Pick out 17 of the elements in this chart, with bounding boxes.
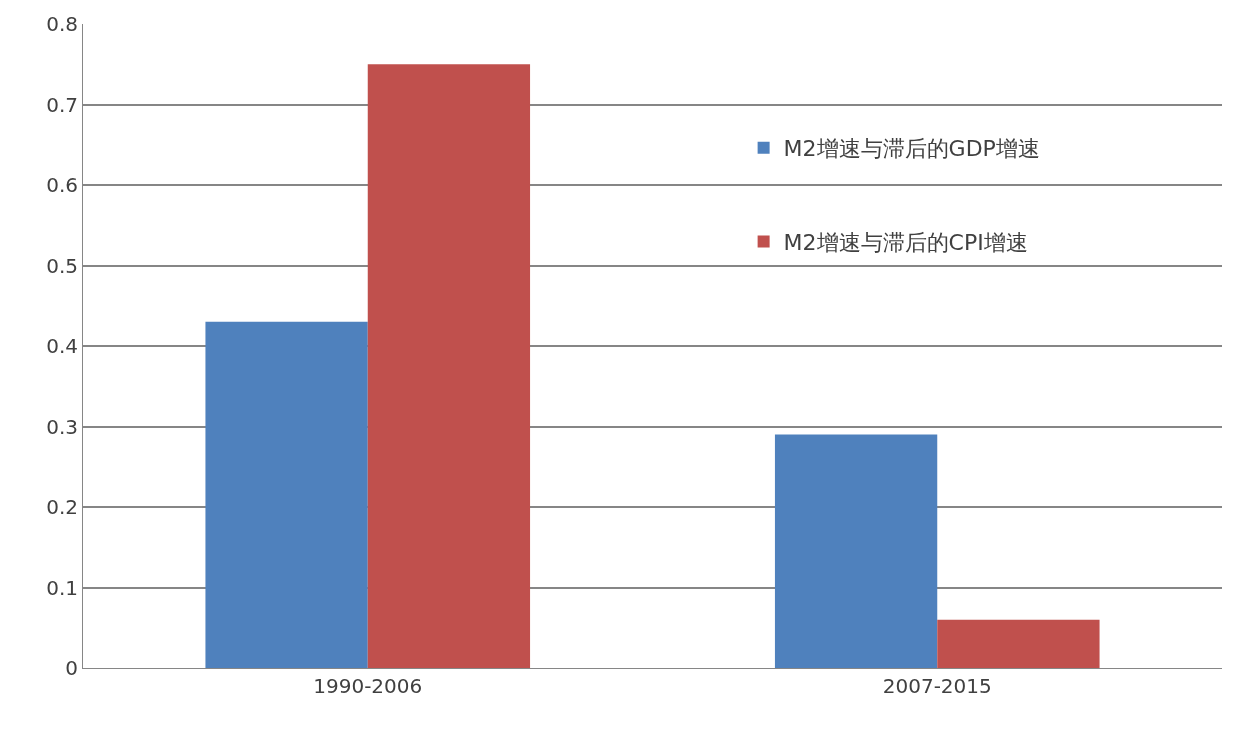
y-tick-label: 0.7 (46, 92, 78, 117)
y-tick-label: 0.3 (46, 414, 78, 439)
legend-label: M2增速与滞后的CPI增速 (783, 230, 1028, 256)
y-tick-label: 0.1 (46, 575, 78, 600)
y-tick-label: 0.2 (46, 495, 78, 519)
bar (367, 64, 531, 668)
bar (205, 321, 368, 668)
x-tick-label: 2007-2015 (882, 674, 992, 698)
y-tick-label: 0.5 (46, 253, 78, 278)
bar (937, 619, 1100, 668)
x-tick-label: 1990-2006 (313, 674, 423, 698)
y-tick-label: 0.4 (46, 334, 78, 358)
y-tick-label: 0.8 (46, 12, 78, 36)
bar (774, 434, 938, 668)
y-tick-label: 0.6 (46, 173, 78, 197)
legend-label: M2增速与滞后的GDP增速 (783, 136, 1040, 162)
y-tick-label: 0 (65, 656, 78, 680)
